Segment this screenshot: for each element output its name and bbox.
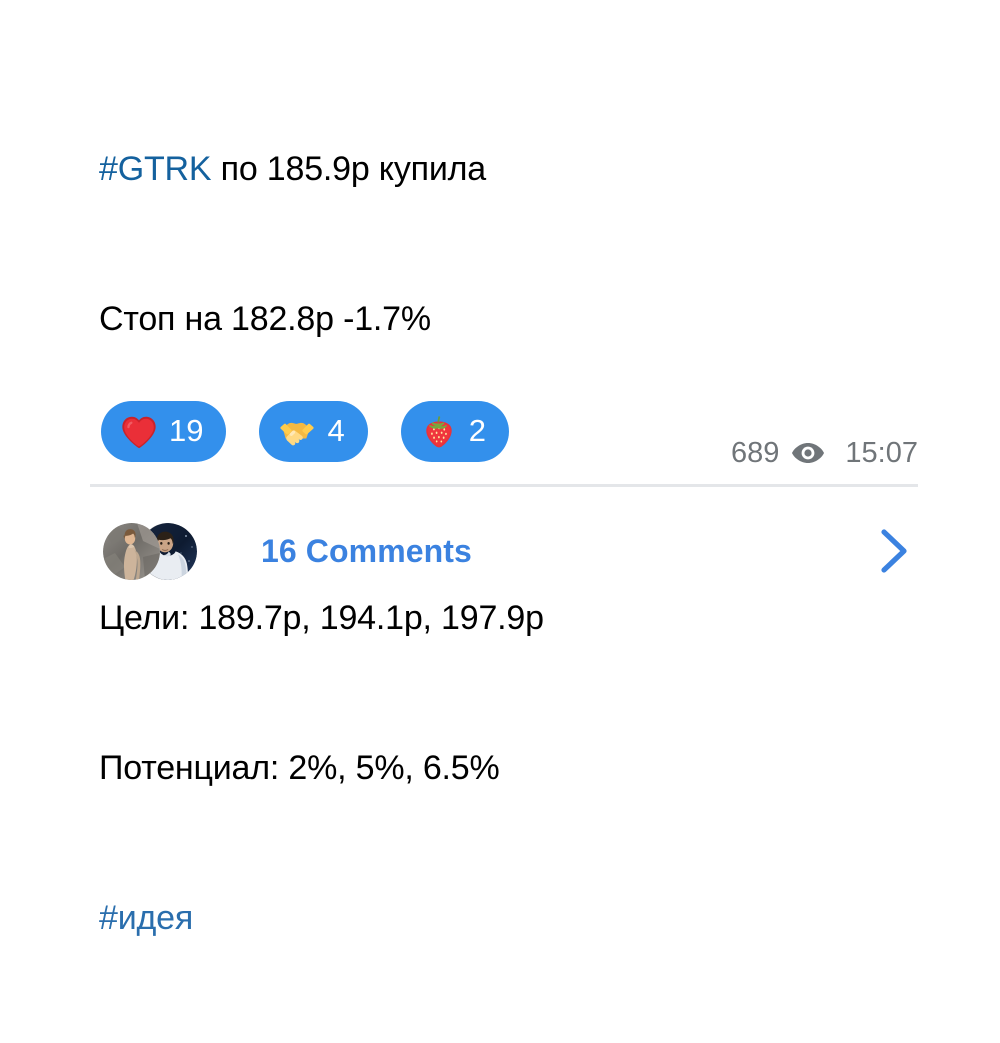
channel-post: #GTRK по 185.9р купила Стоп на 182.8р -1… [90, 144, 929, 937]
heart-emoji [122, 416, 156, 448]
eye-icon [792, 442, 825, 463]
hashtag-ideya[interactable]: #идея [99, 899, 194, 937]
avatar-1-image [103, 523, 160, 580]
post-time: 15:07 [845, 437, 918, 469]
chevron-right-icon[interactable] [878, 527, 912, 575]
post-text-line-2: Стоп на 182.8р -1.7% [99, 300, 431, 338]
reaction-handshake-count: 4 [327, 413, 345, 448]
strawberry-emoji [426, 415, 452, 447]
comments-bar[interactable]: 16 Comments [90, 496, 918, 606]
reaction-strawberry-count: 2 [468, 413, 486, 448]
post-text-line-5: #идея [99, 893, 929, 943]
post-meta: 689 15:07 [731, 437, 918, 469]
hashtag-gtrk[interactable]: #GTRK [99, 150, 212, 188]
handshake-emoji [280, 422, 315, 445]
reaction-strawberry[interactable]: 2 [400, 401, 509, 462]
post-text-line-1: #GTRK по 185.9р купила [99, 144, 929, 194]
reaction-heart-count: 19 [169, 413, 204, 448]
post-text-line-1-rest: по 185.9р купила [211, 150, 487, 188]
post-text-line-4: Потенциал: 2%, 5%, 6.5% [99, 749, 500, 787]
footer-divider [90, 484, 918, 487]
commenter-avatar-1 [103, 523, 160, 580]
reaction-heart[interactable]: 19 [101, 401, 227, 462]
comments-count-label[interactable]: 16 Comments [261, 532, 472, 569]
reaction-handshake[interactable]: 4 [259, 401, 368, 462]
reactions-row: 19 4 [101, 401, 509, 462]
commenter-avatars [103, 512, 203, 590]
views-count: 689 [731, 437, 780, 469]
